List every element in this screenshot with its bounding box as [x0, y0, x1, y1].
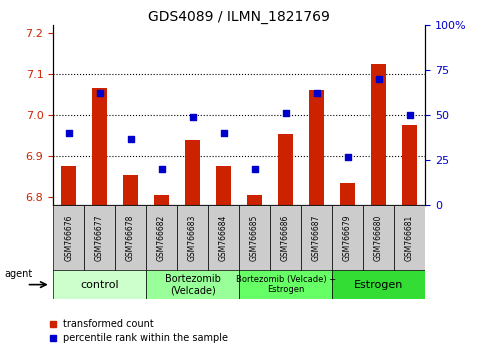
Point: [282, 110, 289, 116]
Point: [65, 130, 72, 136]
Text: GSM766681: GSM766681: [405, 215, 414, 261]
Bar: [363, 205, 394, 271]
Bar: [332, 205, 363, 271]
Text: Bortezomib (Velcade) +
Estrogen: Bortezomib (Velcade) + Estrogen: [236, 275, 336, 294]
Bar: [208, 205, 239, 271]
Text: GSM766683: GSM766683: [188, 215, 197, 261]
Bar: [92, 88, 107, 205]
Text: GSM766677: GSM766677: [95, 215, 104, 261]
Title: GDS4089 / ILMN_1821769: GDS4089 / ILMN_1821769: [148, 10, 330, 24]
Bar: [301, 205, 332, 271]
Text: GSM766685: GSM766685: [250, 215, 259, 261]
Bar: [53, 270, 146, 299]
Point: [375, 76, 383, 82]
Bar: [53, 205, 84, 271]
Point: [96, 91, 103, 96]
Point: [158, 166, 166, 172]
Text: GSM766678: GSM766678: [126, 215, 135, 261]
Bar: [216, 166, 231, 205]
Bar: [185, 140, 200, 205]
Bar: [146, 270, 239, 299]
Bar: [239, 205, 270, 271]
Point: [220, 130, 227, 136]
Bar: [278, 133, 293, 205]
Text: GSM766684: GSM766684: [219, 215, 228, 261]
Bar: [270, 205, 301, 271]
Bar: [402, 125, 417, 205]
Bar: [239, 270, 332, 299]
Text: transformed count: transformed count: [63, 319, 154, 329]
Point: [406, 112, 413, 118]
Bar: [115, 205, 146, 271]
Point: [127, 136, 134, 141]
Point: [313, 91, 320, 96]
Bar: [154, 195, 170, 205]
Bar: [309, 90, 324, 205]
Bar: [332, 270, 425, 299]
Bar: [340, 183, 355, 205]
Bar: [123, 175, 138, 205]
Bar: [247, 195, 262, 205]
Point: [251, 166, 258, 172]
Bar: [146, 205, 177, 271]
Text: agent: agent: [5, 269, 33, 279]
Bar: [61, 166, 76, 205]
Bar: [394, 205, 425, 271]
Text: GSM766676: GSM766676: [64, 215, 73, 261]
Text: GSM766686: GSM766686: [281, 215, 290, 261]
Text: Estrogen: Estrogen: [354, 280, 403, 290]
Text: control: control: [80, 280, 119, 290]
Text: GSM766680: GSM766680: [374, 215, 383, 261]
Text: Bortezomib
(Velcade): Bortezomib (Velcade): [165, 274, 221, 296]
Point: [189, 114, 197, 120]
Bar: [84, 205, 115, 271]
Text: GSM766682: GSM766682: [157, 215, 166, 261]
Text: GSM766687: GSM766687: [312, 215, 321, 261]
Point: [344, 154, 352, 159]
Text: percentile rank within the sample: percentile rank within the sample: [63, 333, 228, 343]
Bar: [177, 205, 208, 271]
Text: GSM766679: GSM766679: [343, 215, 352, 261]
Bar: [371, 64, 386, 205]
